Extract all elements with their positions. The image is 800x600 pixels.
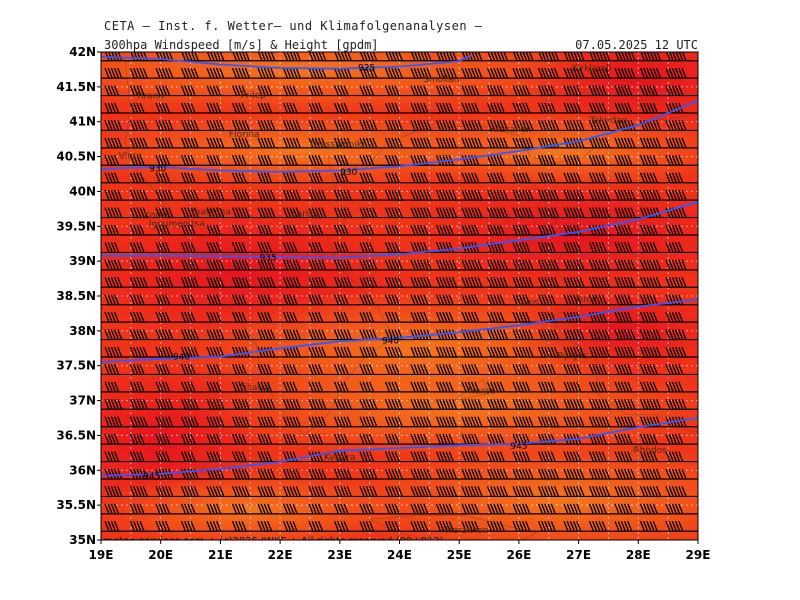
city-label: Naxos	[468, 387, 496, 397]
coastline	[369, 515, 538, 540]
lon-tick-label: 23E	[327, 548, 352, 562]
lon-tick-label: 28E	[626, 548, 651, 562]
city-labels: Tirana Prilep Florina Thessaloniki Vlore Korf…	[119, 64, 668, 536]
lon-tick-label: 25E	[447, 548, 472, 562]
wind-barb-row	[104, 102, 684, 114]
wind-barb-row	[104, 381, 684, 393]
lat-tick-label: 37N	[69, 394, 96, 408]
wind-barb-row	[104, 85, 684, 96]
wind-barb-row	[104, 172, 684, 183]
city-label: Tekirdag	[589, 116, 628, 126]
contour-label: 930	[149, 164, 166, 174]
wind-barb-row	[104, 67, 687, 79]
map-title: 300hpa_Windspeed_[m/s]_&_Height_[gpdm]	[104, 38, 379, 52]
wind-barb-row	[104, 329, 687, 340]
lon-tick-label: 19E	[89, 548, 114, 562]
city-label: Florina	[229, 130, 260, 140]
city-label: Prilep	[241, 91, 267, 101]
city-label: Kirklareli	[572, 64, 611, 74]
wind-barb-row	[104, 451, 684, 462]
contour-label: 940	[173, 353, 190, 363]
wind-barbs	[101, 52, 698, 532]
wind-barb-row	[104, 416, 687, 427]
wind-barb-row	[104, 52, 687, 61]
lat-tick-label: 38N	[69, 324, 96, 338]
longitude-axis: 19E 20E 21E 22E 23E 24E 25E 26E 27E 28E 29E	[89, 540, 711, 562]
wind-barb-row	[104, 120, 687, 131]
lon-tick-label: 29E	[686, 548, 711, 562]
contour-label: 925	[358, 63, 375, 73]
wind-barb-row	[104, 242, 684, 253]
wind-barb-row	[104, 521, 684, 532]
plot-area: 925 930 930 935 940 940 945 945 Tirana Prilep Flo…	[101, 52, 698, 547]
city-label: Tirana	[135, 92, 164, 102]
city-label: Igoumenitsa	[149, 219, 205, 229]
wind-barb-row	[104, 364, 684, 375]
wind-barb-row	[104, 486, 687, 497]
contour-label: 945	[510, 442, 527, 452]
city-label: Chios	[514, 298, 539, 308]
contour-label: 930	[340, 168, 357, 178]
lat-tick-label: 42N	[69, 45, 96, 59]
organization-header: CETA — Inst. f. Wetter— und Klimafolgena…	[104, 19, 483, 33]
lat-tick-label: 38.5N	[56, 289, 96, 303]
city-label: Pyrgos	[558, 352, 589, 362]
contour-label: 940	[382, 337, 399, 347]
contour-labels: 925 930 930 935 940 940 945 945	[143, 63, 527, 482]
latitude-axis: 42N 41.5N 41N 40.5N 40N 39.5N 39N 38.5N 38N 37.5N…	[56, 45, 101, 547]
wind-barb-row	[104, 259, 687, 271]
height-contour-935	[101, 201, 698, 259]
lat-tick-label: 35.5N	[56, 498, 96, 512]
copyright-footer: meteo-services.com + (c)2025 IWKF + All …	[103, 536, 444, 547]
lon-tick-label: 22E	[268, 548, 293, 562]
lat-tick-label: 39.5N	[56, 219, 96, 233]
city-label: Rhodos	[634, 446, 668, 456]
city-label: Ioannina	[192, 207, 231, 217]
lon-tick-label: 21E	[208, 548, 233, 562]
lat-tick-label: 41.5N	[56, 80, 96, 94]
city-label: Vlore	[119, 152, 143, 162]
wind-barb-row	[104, 207, 687, 218]
lat-tick-label: 35N	[69, 533, 96, 547]
forecast-datetime: 07.05.2025 12 UTC	[575, 38, 698, 52]
lat-tick-label: 37.5N	[56, 359, 96, 373]
city-label: Korfu	[144, 211, 168, 221]
city-label: Thessaloniki	[308, 140, 365, 150]
height-contour-925	[101, 54, 472, 70]
height-contour-945	[101, 417, 698, 477]
city-label: Kythira	[324, 453, 356, 463]
height-contours	[101, 54, 698, 477]
wind-barb-row	[104, 468, 687, 480]
wind-barb-row	[104, 189, 687, 201]
wind-barb-row	[104, 294, 684, 305]
wind-barb-row	[104, 503, 684, 515]
lat-tick-label: 40.5N	[56, 150, 96, 164]
city-label: Heraklion	[445, 526, 488, 536]
wind-barb-row	[104, 224, 684, 236]
wind-barb-row	[104, 346, 687, 358]
lon-tick-label: 27E	[566, 548, 591, 562]
lat-tick-label: 39N	[69, 254, 96, 268]
wind-barb-row	[104, 399, 687, 410]
height-contour-930	[101, 99, 698, 173]
coastline	[124, 58, 698, 436]
lat-tick-label: 41N	[69, 115, 96, 129]
city-label: Alexandr.	[490, 125, 532, 135]
city-label: Smolian	[423, 75, 459, 85]
coastline	[626, 438, 651, 464]
contour-label: 935	[260, 254, 277, 264]
lon-tick-label: 20E	[148, 548, 173, 562]
lon-tick-label: 26E	[506, 548, 531, 562]
contour-label: 945	[143, 472, 160, 482]
height-contour-940	[101, 298, 698, 364]
lat-tick-label: 36N	[69, 463, 96, 477]
lat-tick-label: 40N	[69, 184, 96, 198]
city-label: Izmir	[576, 295, 599, 305]
lat-tick-label: 36.5N	[56, 428, 96, 442]
wind-barb-row	[104, 277, 687, 288]
city-label: Filiatra	[240, 383, 270, 393]
lon-tick-label: 24E	[387, 548, 412, 562]
city-label: Larisa	[292, 210, 319, 220]
